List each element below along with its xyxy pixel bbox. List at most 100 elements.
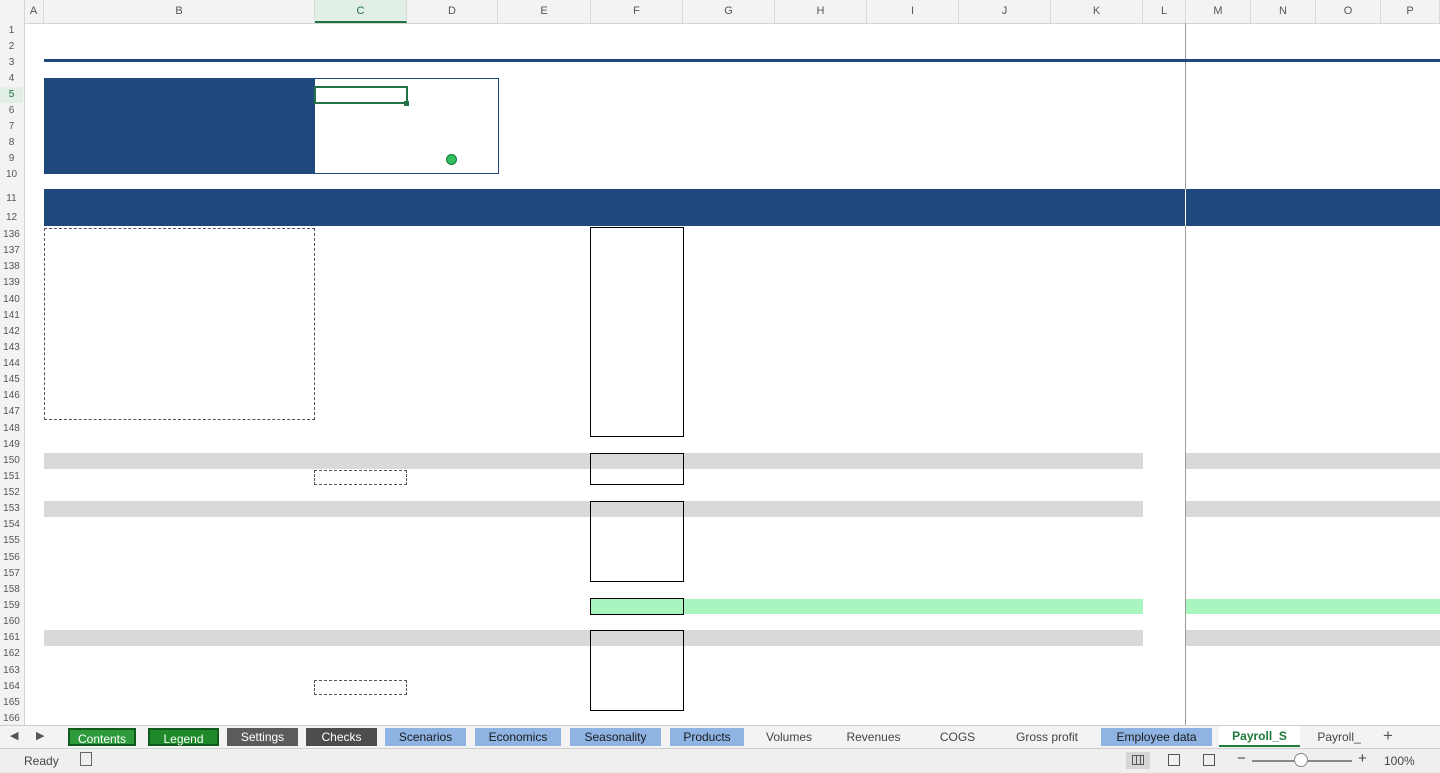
row-header-1[interactable]: 1 [8,25,15,36]
next-sheet-arrow-icon[interactable]: ▶ [36,730,45,742]
unit-cell[interactable] [498,566,591,582]
year-value-cell[interactable] [683,388,775,404]
unit-cell[interactable] [498,679,591,695]
quarter-value-cell[interactable] [1186,469,1251,485]
period-end-date[interactable] [1186,208,1251,227]
row-header-2[interactable]: 2 [8,41,15,52]
recruitment-row-label[interactable] [44,663,315,679]
column-header-j[interactable]: J [959,0,1051,23]
quarter-value-cell[interactable] [1251,646,1316,662]
year-value-cell[interactable] [683,227,775,243]
year-value-cell[interactable] [867,275,959,291]
check-year-cell[interactable] [683,598,775,614]
unit-cell[interactable] [498,372,591,388]
quarter-value-cell[interactable] [1251,324,1316,340]
year-value-cell[interactable] [683,324,775,340]
quarter-value-cell[interactable] [1381,292,1440,308]
year-value-cell[interactable] [959,243,1051,259]
year-value-cell[interactable] [959,421,1051,437]
year-value-cell[interactable] [867,340,959,356]
year-value-cell[interactable] [867,356,959,372]
year-value-cell[interactable] [775,243,867,259]
year-value-cell[interactable] [959,227,1051,243]
quarter-value-cell[interactable] [1381,324,1440,340]
select-all-corner[interactable] [0,0,25,23]
quarter-value-cell[interactable] [1316,469,1381,485]
unit-cell[interactable] [498,404,591,420]
row-header-137[interactable]: 137 [3,245,20,257]
column-header-c[interactable]: C [315,0,407,23]
quarter-value-cell[interactable] [1381,517,1440,533]
quarter-value-cell[interactable] [1316,517,1381,533]
year-value-cell[interactable] [867,646,959,662]
quarter-value-cell[interactable] [1251,663,1316,679]
recruiter-months-input[interactable] [314,679,407,695]
quarter-value-cell[interactable] [1251,388,1316,404]
employee-input-range[interactable] [44,228,315,420]
year-value-cell[interactable] [867,566,959,582]
year-value-cell[interactable] [959,469,1051,485]
quarter-value-cell[interactable] [1381,421,1440,437]
year-value-cell[interactable] [959,372,1051,388]
unit-cell[interactable] [498,550,591,566]
period-end-date[interactable] [1251,208,1316,227]
sheet-tab-seasonality[interactable]: Seasonality [570,728,661,746]
quarter-value-cell[interactable] [1381,533,1440,549]
row-header-148[interactable]: 148 [3,422,20,434]
quarter-value-cell[interactable] [1186,324,1251,340]
year-value-cell[interactable] [683,308,775,324]
year-value-cell[interactable] [775,646,867,662]
quarter-value-cell[interactable] [1186,517,1251,533]
unit-cell[interactable] [498,308,591,324]
check-quarter-cell[interactable] [1251,598,1316,614]
year-value-cell[interactable] [1051,469,1143,485]
row-header-10[interactable]: 10 [5,169,18,180]
row-header-166[interactable]: 166 [3,712,20,724]
row-header-141[interactable]: 141 [3,309,20,321]
column-header-l[interactable]: L [1143,0,1186,23]
column-header-b[interactable]: B [44,0,315,23]
year-value-cell[interactable] [683,292,775,308]
sheet-tab-checks[interactable]: Checks [306,728,377,746]
quarter-value-cell[interactable] [1186,372,1251,388]
sheet-tab-payroll-[interactable]: Payroll_ [1306,728,1372,746]
row-header-8[interactable]: 8 [8,137,15,148]
prev-sheet-arrow-icon[interactable]: ◀ [10,730,19,742]
check-year-cell[interactable] [867,598,959,614]
row-header-3[interactable]: 3 [8,57,15,68]
column-header-i[interactable]: I [867,0,959,23]
quarter-value-cell[interactable] [1381,663,1440,679]
year-value-cell[interactable] [867,695,959,711]
year-value-cell[interactable] [1051,421,1143,437]
year-value-cell[interactable] [1051,388,1143,404]
quarter-value-cell[interactable] [1316,356,1381,372]
column-header-a[interactable]: A [24,0,44,23]
quarter-value-cell[interactable] [1251,404,1316,420]
row-header-154[interactable]: 154 [3,519,20,531]
year-value-cell[interactable] [959,308,1051,324]
row-header-151[interactable]: 151 [3,470,20,482]
zoom-slider-handle[interactable] [1294,753,1308,767]
year-value-cell[interactable] [1051,259,1143,275]
row-header-11[interactable]: 11 [6,193,17,204]
year-value-cell[interactable] [959,404,1051,420]
column-header-e[interactable]: E [498,0,591,23]
year-value-cell[interactable] [775,292,867,308]
sheet-tab-cogs[interactable]: COGS [921,728,994,746]
unit-cell[interactable] [498,646,591,662]
year-value-cell[interactable] [683,550,775,566]
period-begin-date[interactable] [1381,189,1440,208]
year-value-cell[interactable] [683,566,775,582]
period-end-date[interactable] [1316,208,1381,227]
quarter-value-cell[interactable] [1251,566,1316,582]
quarter-value-cell[interactable] [1316,663,1381,679]
quarter-value-cell[interactable] [1381,679,1440,695]
page-break-view-icon[interactable] [1203,754,1215,766]
quarter-value-cell[interactable] [1316,566,1381,582]
unit-cell[interactable] [498,243,591,259]
row-header-158[interactable]: 158 [3,583,20,595]
row-header-138[interactable]: 138 [3,261,20,273]
year-value-cell[interactable] [1051,679,1143,695]
row-header-159[interactable]: 159 [3,599,20,611]
quarter-value-cell[interactable] [1381,356,1440,372]
